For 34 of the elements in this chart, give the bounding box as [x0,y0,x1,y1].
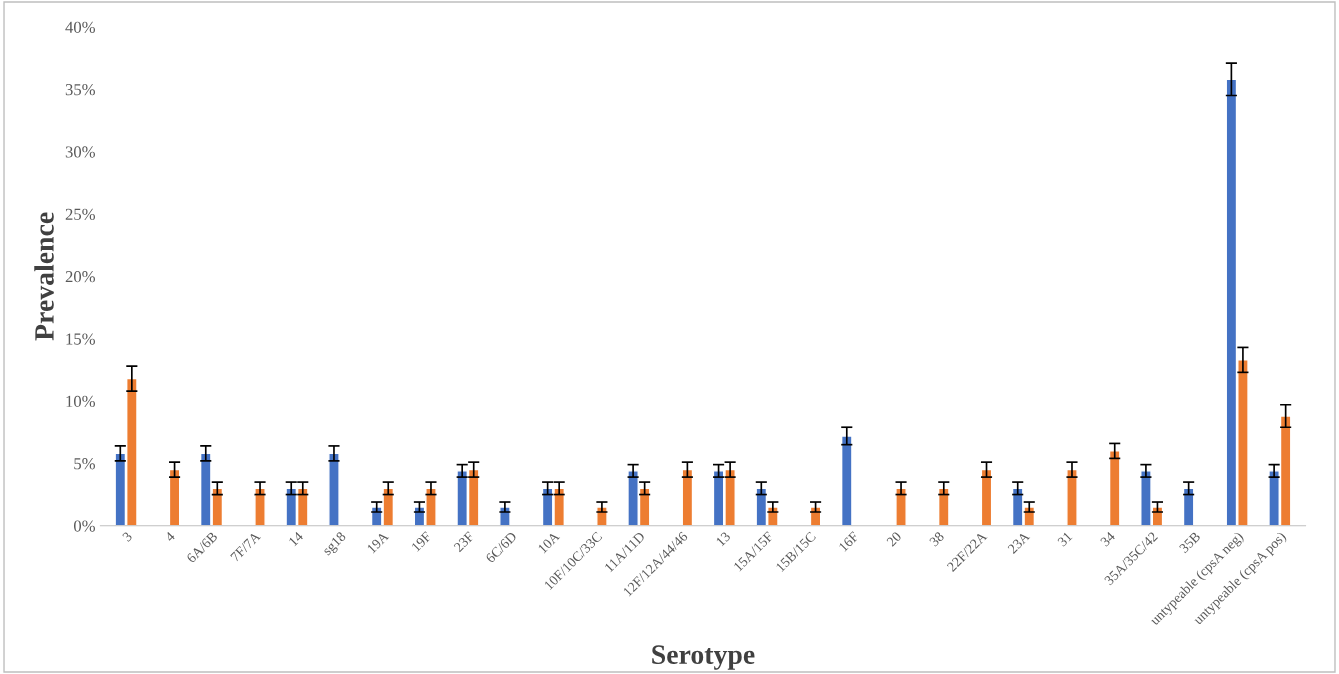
bar [168,468,181,526]
x-tick-label: 14 [288,531,304,547]
bar [681,468,694,526]
y-tick-label: 25% [65,208,95,220]
x-tick-label: 23F [453,531,475,553]
y-tick-label: 40% [65,21,95,33]
bar [980,468,993,526]
bar [328,452,340,526]
bar [1066,468,1078,526]
x-axis-title: Serotype [652,645,755,670]
x-tick-label: 16F [838,531,860,552]
x-tick-label: 31 [1057,531,1073,547]
y-tick-label: 20% [65,271,95,283]
y-tick-label: 0% [73,520,95,532]
bar [1108,450,1121,526]
x-tick-label: 3 [121,531,133,542]
x-tick-label: 20 [886,531,902,547]
x-tick-label: 35B [1178,531,1201,554]
x-tick-label: 19F [411,531,432,552]
y-tick-label: 5% [74,458,95,470]
x-tick-label: 13 [715,531,731,547]
bar [937,487,950,526]
y-tick-label: 30% [65,146,95,158]
x-tick-label: 4 [164,531,176,543]
y-tick-label: 35% [65,84,95,96]
y-axis-title: Prevalence [34,212,54,341]
bar [895,487,907,526]
x-tick-label: 19A [366,530,390,554]
x-tick-label: 38 [928,531,945,547]
y-tick-label: 15% [66,333,95,345]
bar [254,487,266,526]
bar [840,435,853,526]
x-tick-label: 23A [1007,530,1031,554]
y-tick-label: 10% [66,395,95,408]
